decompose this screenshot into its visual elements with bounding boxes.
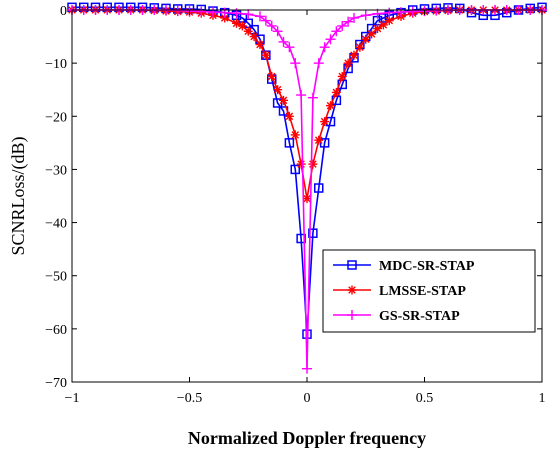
data-point-gs-sr-stap — [331, 26, 342, 37]
data-point-mdc-sr-stap — [314, 183, 324, 193]
data-point-lmsse-stap — [337, 71, 347, 81]
y-tick-label: −20 — [45, 110, 67, 125]
x-tick-label: −1 — [65, 391, 80, 406]
data-point-lmsse-stap — [279, 95, 288, 105]
x-tick-label: 1 — [539, 391, 546, 406]
axes: −1 −0.5 0 0.5 1 0 −10 −20 −30 −40 −50 −60 −70 — [45, 4, 545, 406]
x-axis-label: Normalized Doppler frequency — [188, 428, 426, 448]
data-point-lmsse-stap — [308, 159, 318, 169]
data-point-gs-sr-stap — [208, 7, 218, 18]
legend: MDC-SR-STAP LMSSE-STAP GS-SR-STAP — [322, 249, 536, 333]
data-point-lmsse-stap — [326, 101, 335, 111]
data-point-gs-sr-stap — [319, 42, 330, 53]
data-point-lmsse-stap — [349, 50, 359, 60]
data-point-gs-sr-stap — [219, 7, 230, 18]
data-point-gs-sr-stap — [396, 7, 406, 18]
data-point-gs-sr-stap — [407, 6, 418, 17]
y-tick-label: −40 — [45, 217, 67, 232]
y-tick-label: 0 — [60, 4, 67, 19]
data-point-mdc-sr-stap — [284, 138, 295, 148]
data-point-gs-sr-stap — [290, 58, 301, 69]
data-point-gs-sr-stap — [172, 5, 183, 16]
data-point-mdc-sr-stap — [290, 164, 300, 175]
data-point-gs-sr-stap — [325, 34, 336, 45]
data-point-lmsse-stap — [261, 50, 271, 60]
y-tick-label: −30 — [45, 163, 67, 178]
data-point-gs-sr-stap — [284, 42, 295, 53]
x-tick-label: −0.5 — [177, 391, 202, 406]
legend-marker — [347, 285, 357, 295]
data-point-lmsse-stap — [255, 40, 265, 50]
legend-label: GS-SR-STAP — [379, 309, 460, 324]
y-axis-label: SCNRLoss/(dB) — [8, 136, 29, 255]
data-point-gs-sr-stap — [349, 12, 359, 23]
data-point-gs-sr-stap — [431, 5, 442, 16]
data-point-lmsse-stap — [296, 159, 306, 169]
data-point-gs-sr-stap — [360, 10, 371, 21]
data-point-gs-sr-stap — [278, 36, 289, 47]
legend-label: LMSSE-STAP — [379, 284, 466, 299]
data-point-lmsse-stap — [320, 117, 330, 127]
data-point-gs-sr-stap — [243, 9, 254, 20]
data-point-lmsse-stap — [243, 26, 253, 36]
data-point-lmsse-stap — [267, 71, 277, 81]
data-point-gs-sr-stap — [337, 20, 348, 31]
data-point-gs-sr-stap — [266, 20, 277, 31]
x-tick-label: 0 — [304, 391, 311, 406]
y-tick-label: −10 — [45, 57, 67, 72]
data-point-lmsse-stap — [378, 20, 388, 30]
data-point-lmsse-stap — [284, 111, 294, 121]
data-point-lmsse-stap — [237, 21, 247, 31]
y-tick-label: −60 — [45, 323, 67, 338]
data-point-lmsse-stap — [361, 34, 371, 44]
data-point-gs-sr-stap — [343, 16, 354, 27]
data-point-gs-sr-stap — [307, 92, 318, 103]
legend-label: MDC-SR-STAP — [379, 259, 475, 274]
x-tick-label: 0.5 — [416, 391, 434, 406]
data-point-lmsse-stap — [343, 58, 353, 68]
data-point-gs-sr-stap — [260, 15, 271, 26]
data-point-lmsse-stap — [367, 29, 377, 39]
y-tick-label: −70 — [45, 376, 67, 391]
data-point-lmsse-stap — [249, 32, 259, 42]
data-point-gs-sr-stap — [302, 363, 312, 374]
data-point-lmsse-stap — [273, 85, 283, 95]
legend-box — [322, 249, 536, 333]
series-line-lmsse-stap — [72, 9, 542, 200]
data-point-gs-sr-stap — [272, 26, 283, 37]
data-point-gs-sr-stap — [255, 11, 265, 22]
data-point-mdc-sr-stap — [296, 233, 306, 244]
data-point-mdc-sr-stap — [308, 228, 318, 238]
data-point-lmsse-stap — [373, 24, 382, 34]
data-point-lmsse-stap — [314, 135, 324, 145]
data-point-gs-sr-stap — [313, 58, 324, 69]
data-point-gs-sr-stap — [384, 7, 395, 18]
data-point-lmsse-stap — [331, 87, 341, 97]
y-tick-label: −50 — [45, 270, 67, 285]
data-point-lmsse-stap — [290, 130, 300, 140]
legend-marker — [347, 260, 357, 270]
data-point-lmsse-stap — [220, 13, 230, 23]
data-point-gs-sr-stap — [196, 6, 207, 17]
legend-marker — [347, 310, 357, 320]
data-point-gs-sr-stap — [296, 90, 307, 101]
data-point-lmsse-stap — [355, 42, 365, 52]
